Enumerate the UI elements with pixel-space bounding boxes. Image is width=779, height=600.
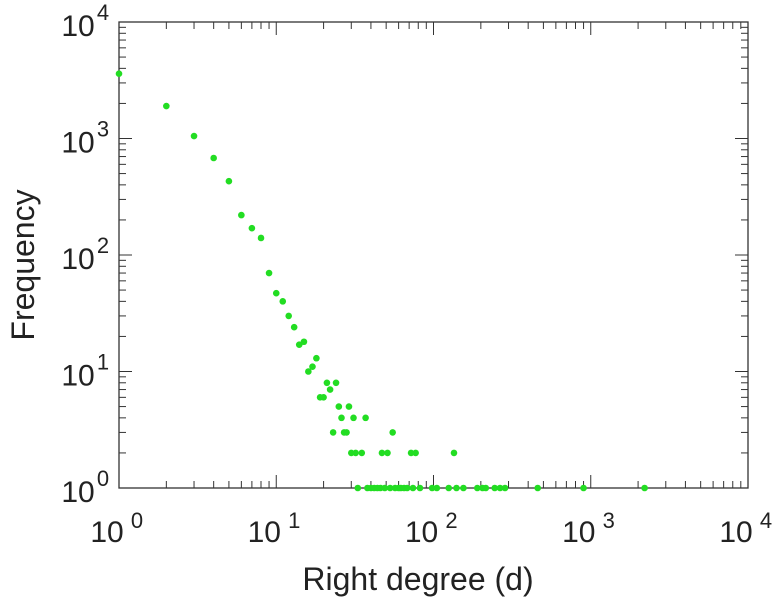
data-point — [115, 70, 123, 77]
y-tick-label-exponent: 1 — [97, 350, 109, 375]
x-tick-label: 10 2 — [405, 508, 458, 549]
y-axis-title: Frequency — [5, 189, 41, 340]
y-tick-label-exponent: 0 — [97, 466, 109, 491]
y-tick-label-base: 10 — [61, 360, 94, 393]
y-tick-label: 10 4 — [61, 0, 109, 43]
y-tick-label-exponent: 4 — [97, 0, 109, 25]
data-point — [450, 449, 458, 457]
data-point — [332, 379, 340, 387]
data-point — [386, 484, 394, 492]
data-point — [474, 484, 481, 492]
data-point — [580, 484, 587, 492]
data-point — [496, 484, 504, 492]
data-point — [272, 289, 280, 297]
data-point — [445, 484, 453, 492]
data-point — [362, 414, 369, 422]
data-point — [323, 379, 331, 387]
data-point — [534, 484, 542, 492]
y-tick-label: 10 2 — [61, 233, 109, 276]
data-point — [285, 312, 293, 320]
plot-frame — [118, 21, 749, 489]
data-point — [453, 484, 460, 492]
data-point — [428, 484, 436, 492]
y-tick-label-exponent: 3 — [97, 117, 109, 142]
y-tick-label: 10 0 — [61, 466, 109, 509]
x-tick-label-exponent: 0 — [131, 508, 143, 533]
data-point — [326, 386, 334, 393]
data-point — [265, 269, 273, 277]
data-point — [300, 338, 308, 346]
x-tick-label-exponent: 1 — [288, 508, 300, 533]
x-tick-label-base: 10 — [405, 516, 438, 549]
data-point — [378, 449, 386, 457]
data-point — [335, 403, 343, 410]
data-point — [345, 403, 353, 410]
data-point — [210, 154, 217, 162]
data-point — [305, 368, 312, 375]
data-point — [309, 363, 316, 370]
x-tick-label-exponent: 3 — [603, 508, 615, 533]
data-point — [352, 449, 359, 457]
data-point — [409, 484, 417, 492]
data-point — [491, 484, 499, 492]
data-point — [384, 449, 391, 457]
data-point — [433, 484, 441, 492]
x-tick-label: 10 0 — [90, 508, 143, 549]
y-tick-label-base: 10 — [61, 243, 94, 276]
x-tick-label-base: 10 — [248, 516, 281, 549]
data-point — [641, 484, 648, 492]
data-point — [416, 484, 424, 492]
data-point — [190, 132, 198, 140]
data-point — [279, 298, 287, 305]
x-tick-label-base: 10 — [90, 516, 123, 549]
data-point — [354, 484, 362, 492]
data-point — [338, 414, 345, 422]
data-point — [403, 484, 411, 492]
x-axis-title: Right degree (d) — [302, 561, 533, 597]
y-tick-label-exponent: 2 — [97, 233, 109, 258]
data-point — [163, 102, 170, 110]
data-point — [329, 429, 337, 436]
data-point — [343, 429, 350, 436]
data-point — [257, 234, 265, 242]
data-point — [482, 484, 490, 492]
y-tick-label: 10 3 — [61, 117, 109, 160]
data-point — [313, 354, 320, 362]
data-point — [350, 414, 357, 422]
x-tick-label: 10 3 — [562, 508, 615, 549]
data-point — [389, 429, 396, 436]
data-point — [381, 484, 389, 492]
x-tick-label: 10 1 — [248, 508, 301, 549]
data-point — [501, 484, 509, 492]
data-point — [460, 484, 467, 492]
data-point — [412, 449, 419, 457]
data-point — [225, 177, 233, 185]
data-point — [407, 449, 415, 457]
x-tick-label-base: 10 — [562, 516, 595, 549]
y-tick-label-base: 10 — [61, 10, 94, 43]
data-point — [295, 341, 303, 348]
x-tick-label-base: 10 — [719, 516, 752, 549]
x-tick-label-exponent: 4 — [760, 508, 772, 533]
data-point — [320, 394, 327, 401]
data-point — [248, 224, 256, 232]
y-tick-label: 10 1 — [61, 350, 109, 393]
y-tick-label-base: 10 — [61, 476, 94, 509]
y-tick-label-base: 10 — [61, 127, 94, 160]
data-point — [290, 323, 298, 331]
x-tick-label-exponent: 2 — [445, 508, 457, 533]
x-tick-label: 10 4 — [719, 508, 772, 549]
data-point — [238, 211, 245, 219]
data-point — [358, 449, 366, 457]
